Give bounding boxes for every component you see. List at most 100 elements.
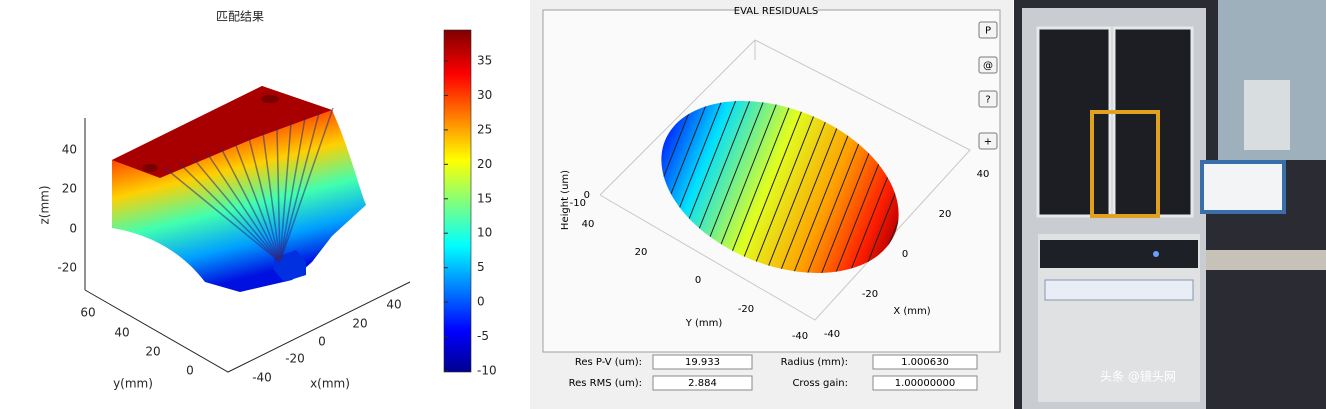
y-tick-label: 20: [635, 247, 648, 258]
button-label[interactable]: ?: [985, 95, 990, 106]
colorbar-tick-label: 15: [477, 191, 492, 205]
colorbar: [443, 29, 472, 373]
x-tick-label: 0: [902, 249, 908, 260]
x-tick-label: 40: [386, 298, 401, 312]
surface-top: [112, 86, 332, 178]
x-tick-label: 20: [352, 317, 367, 331]
button[interactable]: [978, 90, 998, 108]
height-tick-label: 0: [584, 190, 590, 201]
x-tick-label: 40: [977, 169, 990, 180]
z-label: z(mm): [38, 185, 52, 224]
plot-box: [599, 39, 971, 321]
hole: [142, 164, 158, 172]
plot-title: 匹配结果: [216, 10, 264, 24]
y-tick-label: 0: [695, 275, 701, 286]
height-tick-label: -10: [570, 198, 586, 209]
field-value: 19.933: [685, 357, 720, 368]
streak: [192, 157, 281, 263]
z-tick-label: 20: [62, 182, 77, 196]
glass-door: [1036, 26, 1112, 218]
control-band: [1040, 240, 1198, 268]
streak: [279, 122, 292, 263]
button[interactable]: [978, 21, 998, 39]
colorbar-tick-label: -5: [477, 329, 489, 343]
fringe-line: [732, 94, 809, 286]
indicator: [1153, 251, 1159, 257]
machine-frame: [1090, 110, 1160, 218]
residuals-panel: EVAL RESIDUALS Height (um) Y (mm) X (mm)…: [530, 0, 1013, 409]
streak: [220, 147, 281, 263]
field-box: [652, 375, 753, 391]
y-tick-label: 40: [114, 326, 129, 340]
y-label: Y (mm): [685, 318, 723, 329]
residual-surface: [661, 101, 899, 273]
field-value: 1.000630: [901, 357, 949, 368]
glass-door: [1112, 26, 1194, 218]
photo: 头条 @镜头网: [1014, 0, 1326, 409]
field-box: [652, 354, 753, 370]
button-label[interactable]: +: [984, 137, 992, 148]
streak: [279, 112, 320, 263]
x-tick-label: 20: [939, 209, 952, 220]
x-tick-label: -40: [824, 329, 840, 340]
x-tick-label: 0: [318, 335, 326, 349]
title-bg: [735, 4, 817, 16]
streak: [248, 137, 281, 263]
x-tick-label: -40: [252, 371, 272, 385]
streak: [279, 117, 306, 263]
colorbar-tick-label: 0: [477, 295, 485, 309]
colorbar-tick-label: 30: [477, 88, 492, 102]
field-label: Cross gain:: [792, 378, 848, 389]
field-label: Radius (mm):: [781, 357, 848, 368]
field-box: [872, 354, 978, 370]
y-tick-label: 40: [582, 219, 595, 230]
field-value: 2.884: [688, 378, 717, 389]
field-label: Res P-V (um):: [575, 357, 642, 368]
left-plot: 匹配结果 z(mm) y(mm) x(mm) 40 20 0 -20 60 40 20 0 -4…: [38, 10, 497, 391]
x-label: x(mm): [310, 377, 350, 391]
field-value: 1.00000000: [895, 378, 955, 389]
streak: [276, 127, 281, 263]
colorbar-tick-label: 20: [477, 157, 492, 171]
colorbar-tick-label: -10: [477, 364, 497, 378]
watermark: 头条 @镜头网: [1100, 369, 1176, 384]
colorbar-tick-label: 25: [477, 122, 492, 136]
y-tick-label: 0: [186, 364, 194, 378]
streak: [164, 167, 281, 263]
label-plate: [1044, 279, 1194, 301]
y-tick-label: -20: [738, 304, 754, 315]
streak: [178, 162, 281, 263]
z-tick-label: -20: [57, 261, 77, 275]
z-tick-label: 40: [62, 143, 77, 157]
button-label[interactable]: @: [983, 61, 993, 72]
streak: [206, 152, 281, 263]
colorbar-tick-label: 5: [477, 260, 485, 274]
y-label: y(mm): [113, 377, 153, 391]
button-label[interactable]: P: [985, 26, 991, 37]
fringe-line: [746, 94, 823, 286]
button[interactable]: [978, 132, 998, 150]
y-tick-label: 60: [80, 306, 95, 320]
hole: [261, 95, 279, 103]
base-axes: [84, 281, 411, 373]
y-tick-label: -40: [792, 331, 808, 342]
fringe-line: [760, 94, 837, 286]
streaks: [164, 107, 334, 263]
desk: [1206, 250, 1326, 270]
colorbar-tick-label: 35: [477, 54, 492, 68]
height-label: Height (um): [560, 170, 571, 230]
streak: [234, 142, 281, 263]
streak: [262, 132, 281, 263]
monitor-screen: [1204, 164, 1282, 210]
field-label: Res RMS (um):: [569, 378, 642, 389]
x-label: X (mm): [893, 306, 930, 317]
button[interactable]: [978, 56, 998, 74]
colorbar-tick-label: 10: [477, 226, 492, 240]
panel-title: EVAL RESIDUALS: [734, 6, 818, 17]
streak: [279, 107, 334, 263]
field-box: [872, 375, 978, 391]
x-tick-label: -20: [862, 289, 878, 300]
y-tick-label: 20: [145, 345, 160, 359]
